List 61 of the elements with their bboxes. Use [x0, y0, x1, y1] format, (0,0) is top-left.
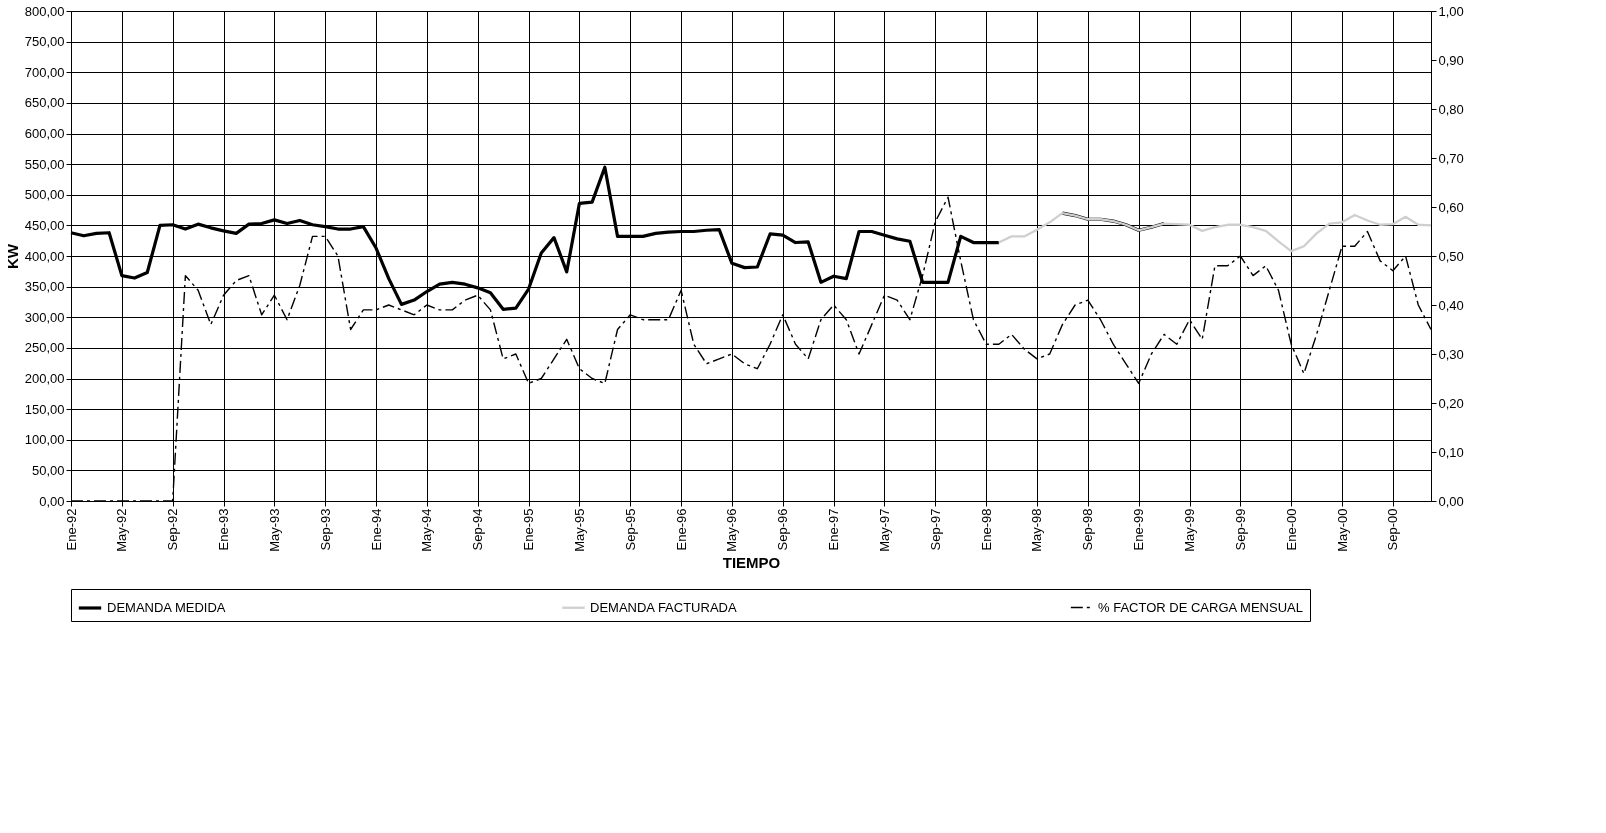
y2-tick-label: 0,40: [1438, 297, 1464, 313]
x-tick-label: Sep-97: [927, 508, 943, 551]
y-tick-label: 750,00: [24, 34, 65, 50]
y-tick-label: 450,00: [24, 217, 65, 233]
x-tick-label: Ene-00: [1283, 508, 1299, 551]
x-tick-label: May-00: [1334, 508, 1350, 552]
x-tick-label: Ene-99: [1131, 508, 1147, 551]
y2-tick-label: 0,20: [1438, 395, 1464, 411]
y-tick-label: 100,00: [24, 432, 65, 448]
x-tick-label: May-97: [876, 508, 892, 552]
y-tick-label: 300,00: [24, 309, 65, 325]
y2-tick-label: 1,00: [1438, 3, 1464, 19]
y-tick-label: 250,00: [24, 340, 65, 356]
y-tick-label: 550,00: [24, 156, 65, 172]
x-tick-label: May-95: [571, 508, 587, 552]
line-series: [997, 211, 1433, 253]
x-tick-label: Ene-95: [521, 508, 537, 551]
x-tick-label: Ene-98: [978, 508, 994, 551]
y-tick-label: 50,00: [31, 462, 65, 478]
x-tick-label: Sep-99: [1232, 508, 1248, 551]
x-tick-label: Ene-96: [673, 508, 689, 551]
y2-tick-label: 0,10: [1438, 444, 1464, 460]
y-tick-label: 150,00: [24, 401, 65, 417]
x-tick-label: Ene-94: [368, 508, 384, 551]
x-tick-label: May-99: [1182, 508, 1197, 552]
legend-label: % FACTOR DE CARGA MENSUAL: [1098, 599, 1303, 615]
y-tick-label: 350,00: [24, 279, 65, 295]
y2-tick-label: 0,80: [1438, 101, 1464, 117]
x-tick-label: May-92: [114, 508, 130, 552]
x-tick-label: Sep-00: [1385, 508, 1401, 551]
x-tick-label: Ene-97: [826, 508, 842, 551]
y-tick-label: 650,00: [24, 95, 65, 111]
x-tick-label: May-96: [724, 508, 740, 552]
x-tick-label: Sep-98: [1080, 508, 1096, 551]
y-tick-label: 400,00: [24, 248, 65, 264]
y-axis-title: KW: [3, 243, 21, 269]
y2-tick-label: 0,60: [1438, 199, 1464, 215]
x-tick-label: May-98: [1029, 508, 1045, 552]
x-axis-title: TIEMPO: [722, 553, 781, 571]
legend-label: DEMANDA MEDIDA: [107, 600, 226, 615]
x-tick-label: Sep-95: [622, 508, 638, 551]
y-tick-label: 0,00: [39, 493, 65, 509]
x-tick-label: Sep-96: [775, 508, 791, 551]
y2-tick-label: 0,00: [1438, 493, 1464, 509]
y-tick-label: 600,00: [24, 126, 65, 141]
y2-tick-label: 0,90: [1438, 52, 1464, 68]
y-tick-label: 700,00: [24, 64, 65, 80]
x-tick-label: Sep-94: [470, 508, 486, 551]
y-tick-label: 200,00: [24, 371, 65, 386]
y2-tick-label: 0,70: [1438, 150, 1464, 166]
y2-tick-label: 0,50: [1438, 248, 1464, 264]
x-tick-label: Sep-93: [317, 508, 333, 551]
y2-tick-label: 0,30: [1438, 346, 1464, 362]
x-tick-label: Sep-92: [165, 508, 181, 551]
x-tick-label: Ene-93: [216, 508, 232, 551]
legend-label: DEMANDA FACTURADA: [590, 599, 737, 615]
x-tick-label: May-94: [419, 508, 435, 552]
x-tick-label: May-93: [266, 508, 282, 552]
x-tick-label: Ene-92: [63, 508, 79, 551]
y-tick-label: 800,00: [24, 3, 65, 19]
y-tick-label: 500,00: [24, 187, 65, 203]
